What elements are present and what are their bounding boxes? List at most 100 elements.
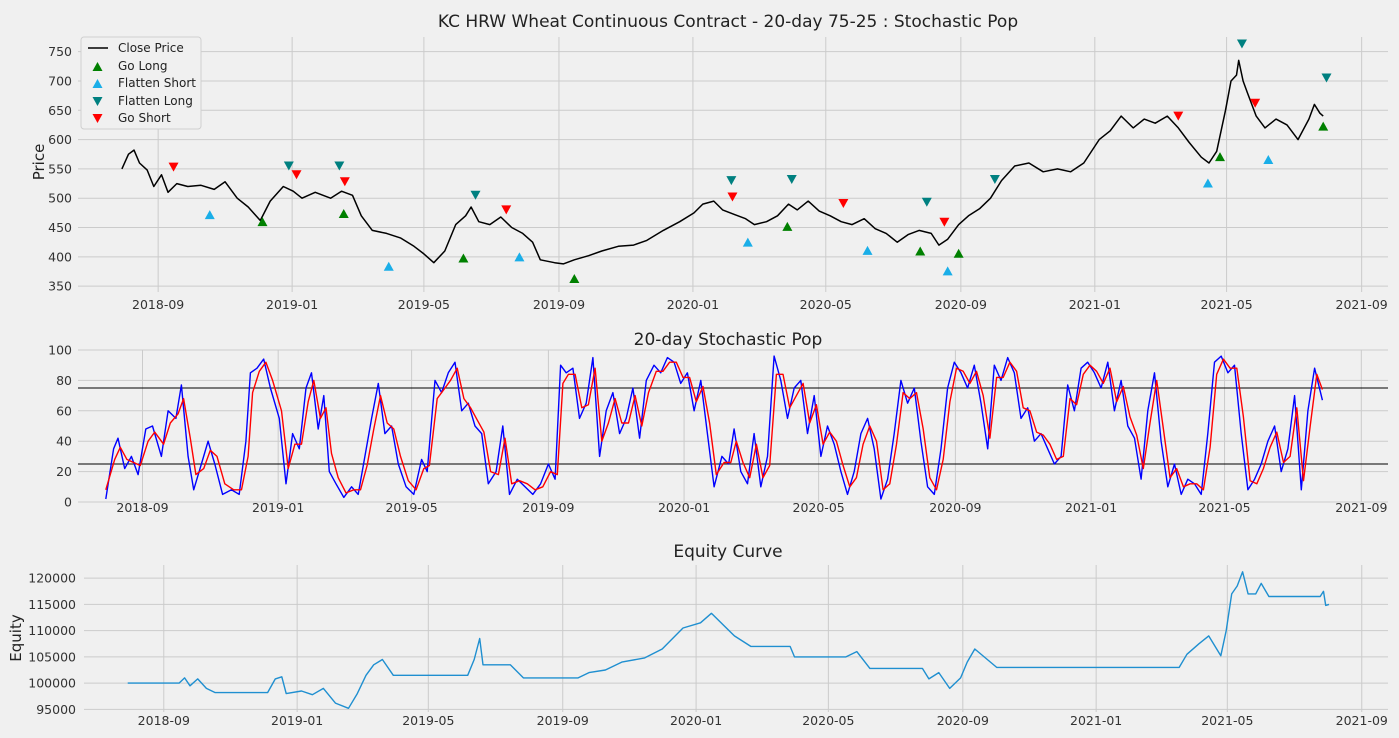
signal-marker-go-short: [1250, 98, 1261, 108]
y-tick-label: 500: [48, 191, 72, 206]
equity-panel: Equity Curve Equity 95000 100000 105000 110…: [7, 542, 1388, 728]
legend-box: [80, 36, 202, 130]
x-tick-label: 2020-05: [793, 500, 845, 515]
series-line: [121, 59, 1324, 265]
y-tick-label: 0: [64, 495, 72, 510]
x-tick-label: 2019-05: [398, 297, 450, 312]
x-tick-label: 2018-09: [138, 713, 190, 728]
x-tick-label: 2020-01: [667, 297, 719, 312]
signal-marker-flatten-long: [470, 190, 481, 200]
signal-marker-flatten-long: [283, 161, 294, 171]
y-tick-label: 750: [48, 44, 72, 59]
price-x-ticks: 2018-09 2019-01 2019-05 2019-09 2020-01 2020-…: [132, 297, 1388, 312]
x-tick-label: 2020-05: [802, 713, 854, 728]
legend-close-price-label: Close Price: [118, 41, 184, 55]
y-tick-label: 350: [48, 279, 72, 294]
legend-flatten-short-label: Flatten Short: [118, 76, 196, 90]
signal-marker-go-long: [257, 217, 268, 227]
signal-marker-go-long: [1214, 152, 1225, 162]
equity-y-ticks: 95000 100000 105000 110000 115000 120000: [28, 571, 76, 717]
signal-marker-go-long: [915, 246, 926, 256]
equity-chart-title: Equity Curve: [673, 542, 782, 562]
y-tick-label: 100000: [28, 676, 76, 691]
x-tick-label: 2021-01: [1070, 713, 1122, 728]
price-y-axis-label: Price: [30, 144, 48, 181]
y-tick-label: 550: [48, 161, 72, 176]
stochastic-threshold-lines: [78, 387, 1388, 465]
series-line: [127, 571, 1330, 709]
x-tick-label: 2021-01: [1065, 500, 1117, 515]
y-tick-label: 115000: [28, 597, 76, 612]
x-tick-label: 2019-05: [385, 500, 437, 515]
x-tick-label: 2019-01: [266, 297, 318, 312]
legend-flatten-long-swatch: [92, 97, 103, 106]
signal-marker-flatten-long: [989, 174, 1000, 184]
x-tick-label: 2019-05: [402, 713, 454, 728]
y-tick-label: 105000: [28, 649, 76, 664]
stochastic-x-ticks: 2018-09 2019-01 2019-05 2019-09 2020-01 2020-…: [116, 500, 1387, 515]
x-tick-label: 2021-05: [1200, 297, 1252, 312]
y-tick-label: 20: [56, 464, 72, 479]
series-line: [105, 358, 1324, 494]
price-series: [121, 59, 1324, 265]
signal-marker-flatten-short: [942, 266, 953, 276]
stochastic-y-ticks: 0 20 40 60 80 100: [48, 343, 72, 510]
x-tick-label: 2020-01: [658, 500, 710, 515]
legend-go-short-swatch: [92, 114, 103, 123]
signal-marker-go-long: [569, 274, 580, 284]
y-tick-label: 95000: [36, 702, 76, 717]
signal-marker-go-short: [838, 198, 849, 208]
x-tick-label: 2021-05: [1198, 500, 1250, 515]
signal-marker-flatten-long: [786, 174, 797, 184]
signal-marker-flatten-short: [862, 245, 873, 255]
signal-marker-flatten-short: [514, 252, 525, 262]
signal-marker-flatten-short: [204, 210, 215, 220]
y-tick-label: 40: [56, 434, 72, 449]
x-tick-label: 2019-09: [522, 500, 574, 515]
equity-x-ticks: 2018-09 2019-01 2019-05 2019-09 2020-01 2020-…: [138, 713, 1388, 728]
y-tick-label: 120000: [28, 571, 76, 586]
signal-marker-flatten-long: [334, 161, 345, 171]
stochastic-panel: 20-day Stochastic Pop 0 20 40 60 80 100 2018-…: [48, 330, 1388, 515]
equity-grid: [84, 565, 1388, 712]
x-tick-label: 2021-09: [1336, 713, 1388, 728]
signal-marker-go-short: [291, 170, 302, 180]
x-tick-label: 2019-09: [537, 713, 589, 728]
signal-marker-flatten-long: [1236, 39, 1247, 49]
equity-y-axis-label: Equity: [7, 614, 25, 662]
y-tick-label: 110000: [28, 623, 76, 638]
y-tick-label: 100: [48, 343, 72, 358]
signal-marker-go-short: [939, 217, 950, 227]
x-tick-label: 2020-05: [800, 297, 852, 312]
stochastic-chart-title: 20-day Stochastic Pop: [634, 330, 823, 350]
x-tick-label: 2021-05: [1201, 713, 1253, 728]
x-tick-label: 2018-09: [132, 297, 184, 312]
x-tick-label: 2019-01: [271, 713, 323, 728]
y-tick-label: 450: [48, 220, 72, 235]
y-tick-label: 400: [48, 249, 72, 264]
signal-marker-flatten-short: [383, 261, 394, 271]
signal-marker-flatten-long: [921, 197, 932, 207]
x-tick-label: 2020-01: [670, 713, 722, 728]
signal-marker-flatten-long: [726, 176, 737, 186]
y-tick-label: 650: [48, 103, 72, 118]
x-tick-label: 2020-09: [935, 297, 987, 312]
y-tick-label: 600: [48, 132, 72, 147]
legend-go-long-label: Go Long: [118, 59, 168, 73]
signal-marker-flatten-short: [1202, 178, 1213, 188]
x-tick-label: 2021-09: [1336, 297, 1388, 312]
signal-marker-go-long: [782, 221, 793, 231]
signal-marker-flatten-short: [742, 237, 753, 247]
signal-marker-go-long: [458, 253, 469, 263]
x-tick-label: 2021-09: [1335, 500, 1387, 515]
legend-go-short-label: Go Short: [118, 111, 171, 125]
legend-flatten-long-label: Flatten Long: [118, 94, 193, 108]
legend-flatten-short-swatch: [92, 79, 103, 88]
signal-marker-go-short: [727, 192, 738, 202]
x-tick-label: 2019-09: [533, 297, 585, 312]
x-tick-label: 2019-01: [252, 500, 304, 515]
price-legend: Close Price Go Long Flatten Short Flatte…: [80, 36, 202, 130]
signal-marker-go-short: [339, 177, 350, 187]
x-tick-label: 2018-09: [116, 500, 168, 515]
